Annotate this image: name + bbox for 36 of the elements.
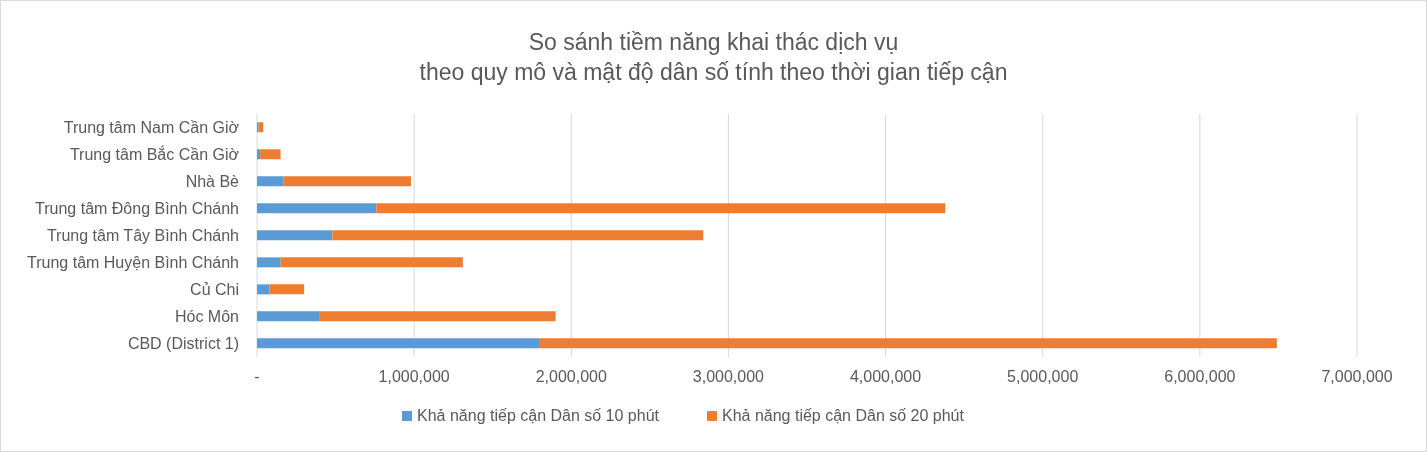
bar [283,176,411,187]
bar [539,338,1277,349]
legend-label: Khả năng tiếp cận Dân số 20 phút [722,407,964,425]
bar [269,284,305,295]
y-tick-label: Trung tâm Tây Bình Chánh [46,227,239,245]
bar [257,338,540,349]
legend-label: Khả năng tiếp cận Dân số 10 phút [417,407,659,425]
x-tick-label: 2,000,000 [535,368,607,386]
chart-title: So sánh tiềm năng khai thác dịch vụ theo quy mô và mật độ dân số tính theo thời gian tiếp cận [418,28,1009,87]
x-tick-label: 7,000,000 [1321,368,1393,386]
bar [257,176,284,187]
bar [332,230,704,241]
bar [257,149,261,160]
y-tick-label: Trung tâm Nam Cần Giờ [63,119,240,137]
bar [260,149,281,160]
bar [257,203,377,214]
bar [257,311,320,322]
y-tick-label: Nhà Bè [185,173,240,191]
x-tick-label: 1,000,000 [378,368,450,386]
bar [257,284,270,295]
y-tick-label: Hóc Môn [174,308,239,326]
bar [257,230,333,241]
y-tick-label: Trung tâm Bắc Cần Giờ [69,145,240,164]
y-tick-label: Củ Chi [190,281,239,299]
x-tick-label: 4,000,000 [849,368,922,386]
bar [280,257,463,268]
x-tick-label: - [254,368,260,386]
y-tick-label: CBD (District 1) [127,335,239,353]
y-tick-label: Trung tâm Đông Bình Chánh [35,200,239,218]
y-tick-label: Trung tâm Huyện Bình Chánh [27,254,239,272]
x-tick-label: 5,000,000 [1007,368,1079,386]
x-tick-label: 3,000,000 [692,368,765,386]
bar [319,311,556,322]
x-tick-label: 6,000,000 [1164,368,1236,386]
bar [257,257,281,268]
bar [376,203,946,214]
